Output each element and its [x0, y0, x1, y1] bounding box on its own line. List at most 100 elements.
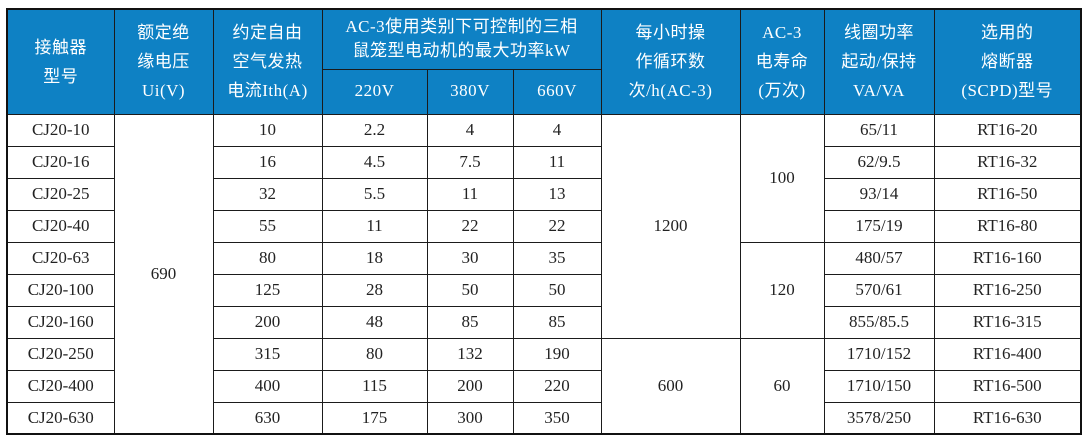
table-cell: 1710/152	[823, 337, 935, 371]
table-cell: 4	[512, 113, 602, 147]
column-header: 额定绝 缘电压 Ui(V)	[113, 8, 214, 115]
table-body: CJ20-10 690 10 2.2 4 4 1200 100 65/11 RT16-20 CJ20…	[6, 113, 1082, 435]
table-cell: 220	[512, 369, 602, 403]
table-cell: 120	[739, 241, 825, 339]
contactor-spec-table: 接触器 型号 额定绝 缘电压 Ui(V) 约定自由 空气发热 电流Ith(A) AC-…	[6, 8, 1082, 435]
table-cell: RT16-315	[933, 305, 1082, 339]
model-cell: CJ20-25	[6, 177, 115, 211]
table-cell: 30	[426, 241, 514, 275]
column-subheader: 220V	[321, 68, 428, 115]
table-cell: 4	[426, 113, 514, 147]
table-cell: RT16-80	[933, 209, 1082, 243]
model-cell: CJ20-250	[6, 337, 115, 371]
column-subheader: 380V	[426, 68, 514, 115]
table-cell: RT16-630	[933, 401, 1082, 435]
table-cell: 2.2	[321, 113, 428, 147]
table-cell: 11	[321, 209, 428, 243]
table-cell: 22	[512, 209, 602, 243]
table-row: CJ20-100 125 28 50 50 570/61 RT16-250	[6, 273, 1082, 307]
table-cell: 18	[321, 241, 428, 275]
table-row: CJ20-40 55 11 22 22 175/19 RT16-80	[6, 209, 1082, 243]
column-subheader: 660V	[512, 68, 602, 115]
table-row: CJ20-400 400 115 200 220 1710/150 RT16-500	[6, 369, 1082, 403]
table-cell: RT16-500	[933, 369, 1082, 403]
table-cell: RT16-50	[933, 177, 1082, 211]
table-cell: 315	[212, 337, 323, 371]
model-cell: CJ20-100	[6, 273, 115, 307]
table-cell: 85	[426, 305, 514, 339]
table-cell: 65/11	[823, 113, 935, 147]
table-cell: 175/19	[823, 209, 935, 243]
table-cell: 100	[739, 113, 825, 243]
table-cell: 175	[321, 401, 428, 435]
table-cell: 11	[512, 145, 602, 179]
column-header: AC-3使用类别下可控制的三相 鼠笼型电动机的最大功率kW	[321, 8, 602, 70]
table-row: CJ20-630 630 175 300 350 3578/250 RT16-630	[6, 401, 1082, 435]
model-cell: CJ20-160	[6, 305, 115, 339]
table-row: CJ20-63 80 18 30 35 120 480/57 RT16-160	[6, 241, 1082, 339]
table-cell: 28	[321, 273, 428, 307]
table-row: CJ20-16 16 4.5 7.5 11 62/9.5 RT16-32	[6, 145, 1082, 179]
table-cell: 350	[512, 401, 602, 435]
column-header: 线圈功率 起动/保持 VA/VA	[823, 8, 935, 115]
header-row-main: 接触器 型号 额定绝 缘电压 Ui(V) 约定自由 空气发热 电流Ith(A) AC-…	[6, 8, 1082, 115]
table-cell: 855/85.5	[823, 305, 935, 339]
table-row: CJ20-25 32 5.5 11 13 93/14 RT16-50	[6, 177, 1082, 211]
table-cell: 13	[512, 177, 602, 211]
header-row-voltages: 220V 380V 660V	[7, 68, 1081, 115]
table-cell: RT16-160	[933, 241, 1082, 275]
table-cell: 50	[426, 273, 514, 307]
table-cell: 1200	[600, 113, 741, 339]
table-row: CJ20-160 200 48 85 85 855/85.5 RT16-315	[6, 305, 1082, 339]
table-cell: 600	[600, 337, 741, 435]
table-cell: 11	[426, 177, 514, 211]
table-cell: 93/14	[823, 177, 935, 211]
column-header: 约定自由 空气发热 电流Ith(A)	[212, 8, 323, 115]
table-row: CJ20-250 315 80 132 190 600 60 1710/152 RT16-400	[6, 337, 1082, 435]
table-cell: 50	[512, 273, 602, 307]
table-cell: 7.5	[426, 145, 514, 179]
table-cell: 3578/250	[823, 401, 935, 435]
table-cell: 80	[212, 241, 323, 275]
table-cell: 1710/150	[823, 369, 935, 403]
table-cell: 22	[426, 209, 514, 243]
table-head: 接触器 型号 额定绝 缘电压 Ui(V) 约定自由 空气发热 电流Ith(A) AC-…	[6, 8, 1082, 115]
table-cell: 630	[212, 401, 323, 435]
model-cell: CJ20-40	[6, 209, 115, 243]
column-header: AC-3 电寿命 (万次)	[739, 8, 825, 115]
table-row: CJ20-10 690 10 2.2 4 4 1200 100 65/11 RT16-20	[6, 113, 1082, 435]
table-cell: 132	[426, 337, 514, 371]
table-cell: 570/61	[823, 273, 935, 307]
column-header: 接触器 型号	[6, 8, 115, 115]
table-cell: 80	[321, 337, 428, 371]
table-cell: 200	[212, 305, 323, 339]
table-cell: 48	[321, 305, 428, 339]
table-cell: 300	[426, 401, 514, 435]
table-cell: 62/9.5	[823, 145, 935, 179]
table-cell: 115	[321, 369, 428, 403]
table-cell: 32	[212, 177, 323, 211]
table-cell: 690	[113, 113, 214, 435]
table-cell: 4.5	[321, 145, 428, 179]
model-cell: CJ20-400	[6, 369, 115, 403]
table-cell: 190	[512, 337, 602, 371]
table-cell: RT16-250	[933, 273, 1082, 307]
table-cell: 10	[212, 113, 323, 147]
model-cell: CJ20-10	[6, 113, 115, 147]
table-cell: 85	[512, 305, 602, 339]
table-cell: 125	[212, 273, 323, 307]
table-cell: 5.5	[321, 177, 428, 211]
table-cell: 400	[212, 369, 323, 403]
table-cell: 60	[739, 337, 825, 435]
column-header: 每小时操 作循环数 次/h(AC-3)	[600, 8, 741, 115]
model-cell: CJ20-630	[6, 401, 115, 435]
model-cell: CJ20-63	[6, 241, 115, 275]
table-cell: 16	[212, 145, 323, 179]
table-cell: RT16-20	[933, 113, 1082, 147]
model-cell: CJ20-16	[6, 145, 115, 179]
table-cell: 480/57	[823, 241, 935, 275]
table-cell: RT16-32	[933, 145, 1082, 179]
table-cell: RT16-400	[933, 337, 1082, 371]
column-header: 选用的 熔断器 (SCPD)型号	[933, 8, 1082, 115]
table-cell: 200	[426, 369, 514, 403]
